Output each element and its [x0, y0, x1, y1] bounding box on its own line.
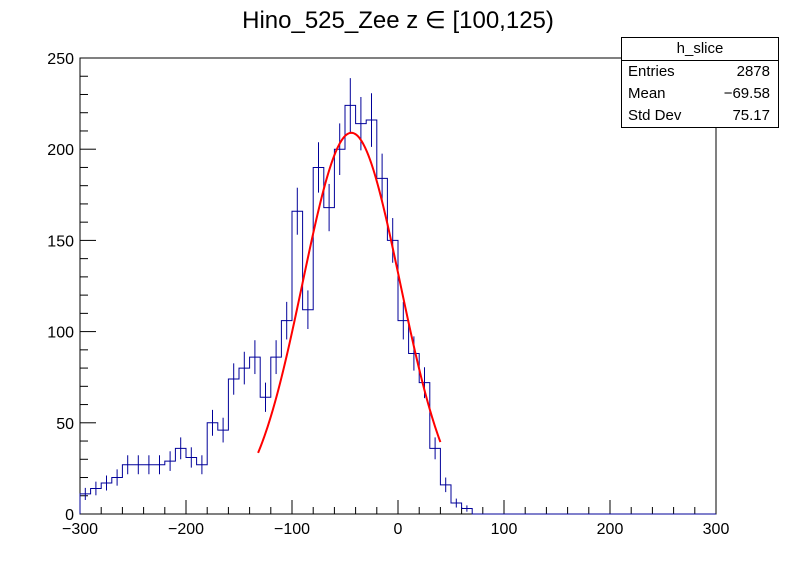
- stats-value: 75.17: [732, 107, 770, 124]
- y-tick-label: 0: [65, 507, 74, 524]
- stats-row-stddev: Std Dev 75.17: [622, 105, 778, 127]
- y-tick-label: 150: [47, 233, 74, 250]
- stats-row-mean: Mean −69.58: [622, 83, 778, 105]
- x-tick-label: −200: [168, 521, 204, 538]
- stats-label: Std Dev: [628, 107, 682, 124]
- stats-box: h_slice Entries 2878 Mean −69.58 Std Dev…: [621, 37, 779, 128]
- stats-box-title: h_slice: [622, 38, 778, 61]
- y-tick-label: 250: [47, 51, 74, 68]
- y-tick-label: 100: [47, 325, 74, 342]
- stats-value: −69.58: [723, 85, 770, 102]
- stats-value: 2878: [736, 63, 770, 80]
- stats-row-entries: Entries 2878: [622, 61, 778, 83]
- stats-label: Mean: [628, 85, 666, 102]
- stats-label: Entries: [628, 63, 675, 80]
- x-tick-label: −100: [274, 521, 310, 538]
- x-tick-label: 300: [703, 521, 730, 538]
- y-tick-label: 50: [56, 416, 74, 433]
- x-tick-label: 100: [491, 521, 518, 538]
- x-tick-label: −300: [62, 521, 98, 538]
- x-tick-label: 0: [394, 521, 403, 538]
- chart-title: Hino_525_Zee z ∈ [100,125): [242, 7, 554, 34]
- histogram-outline: [79, 104, 716, 515]
- y-tick-label: 200: [47, 142, 74, 159]
- x-tick-label: 200: [597, 521, 624, 538]
- gaussian-fit-curve: [257, 131, 442, 454]
